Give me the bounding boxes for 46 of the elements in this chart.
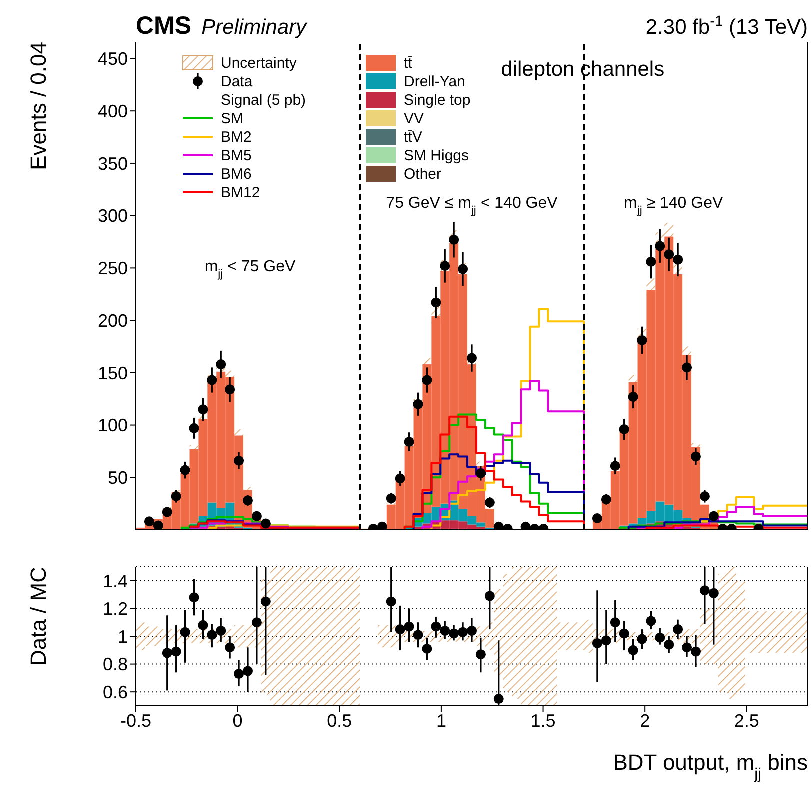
y-tick-label: 300 bbox=[98, 206, 128, 226]
y-axis-title: Events / 0.04 bbox=[26, 42, 51, 170]
annotation: dilepton channels bbox=[501, 58, 665, 82]
legend-label: SM bbox=[221, 110, 244, 128]
annotation: m$_{jj}$ < 75 GeV bbox=[204, 258, 296, 280]
y-tick-label: 450 bbox=[98, 49, 128, 70]
legend-label: tt̄V bbox=[404, 129, 422, 146]
legend-label: tt̄ bbox=[404, 55, 414, 72]
legend-label: BM12 bbox=[221, 184, 260, 202]
y-tick-label: 50 bbox=[108, 468, 128, 488]
legend-label: Data bbox=[221, 74, 254, 90]
y-tick-label: 1.4 bbox=[102, 571, 128, 592]
y-tick-label: 1.2 bbox=[102, 599, 128, 620]
legend-label: Other bbox=[404, 166, 442, 183]
legend-label: Single top bbox=[404, 92, 471, 109]
y-tick-label: 200 bbox=[98, 310, 128, 331]
x-tick-label: 1.5 bbox=[530, 710, 556, 731]
x-tick-label: 0.5 bbox=[327, 710, 352, 731]
chart-subtitle: Preliminary bbox=[202, 16, 308, 39]
x-axis-title: BDT output, m$_{jj}$ bins bbox=[613, 750, 808, 782]
text: 2.30 fb$^{-1}$ (13 TeV) bbox=[646, 14, 808, 39]
legend-label: VV bbox=[404, 110, 424, 128]
x-tick-label: 0 bbox=[232, 710, 243, 731]
y-tick-label: 150 bbox=[98, 363, 128, 384]
y-axis-title: Data / MC bbox=[26, 566, 51, 666]
y-tick-label: 0.8 bbox=[102, 654, 128, 675]
legend-label: Uncertainty bbox=[221, 55, 298, 72]
annotation: 75 GeV ≤ m$_{jj}$ < 140 GeV bbox=[386, 194, 558, 217]
legend-label: BM5 bbox=[221, 148, 252, 164]
y-tick-label: 1 bbox=[118, 626, 128, 647]
legend-title: Signal (5 pb) bbox=[221, 92, 306, 109]
x-tick-label: -0.5 bbox=[120, 710, 152, 731]
y-tick-label: 250 bbox=[98, 258, 128, 279]
legend-label: BM2 bbox=[221, 129, 252, 146]
legend-label: SM Higgs bbox=[404, 148, 470, 164]
y-tick-label: 400 bbox=[98, 102, 128, 122]
annotation: m$_{jj}$ ≥ 140 GeV bbox=[624, 194, 724, 217]
y-tick-label: 100 bbox=[98, 416, 128, 436]
y-tick-label: 350 bbox=[98, 154, 128, 174]
x-tick-label: 1 bbox=[436, 710, 446, 731]
x-tick-label: 2.5 bbox=[734, 710, 760, 731]
y-tick-label: 0.6 bbox=[102, 682, 128, 702]
chart-title: CMS bbox=[136, 12, 192, 40]
x-tick-label: 2 bbox=[640, 710, 650, 731]
legend-label: BM6 bbox=[221, 166, 252, 183]
legend-label: Drell-Yan bbox=[404, 74, 466, 90]
